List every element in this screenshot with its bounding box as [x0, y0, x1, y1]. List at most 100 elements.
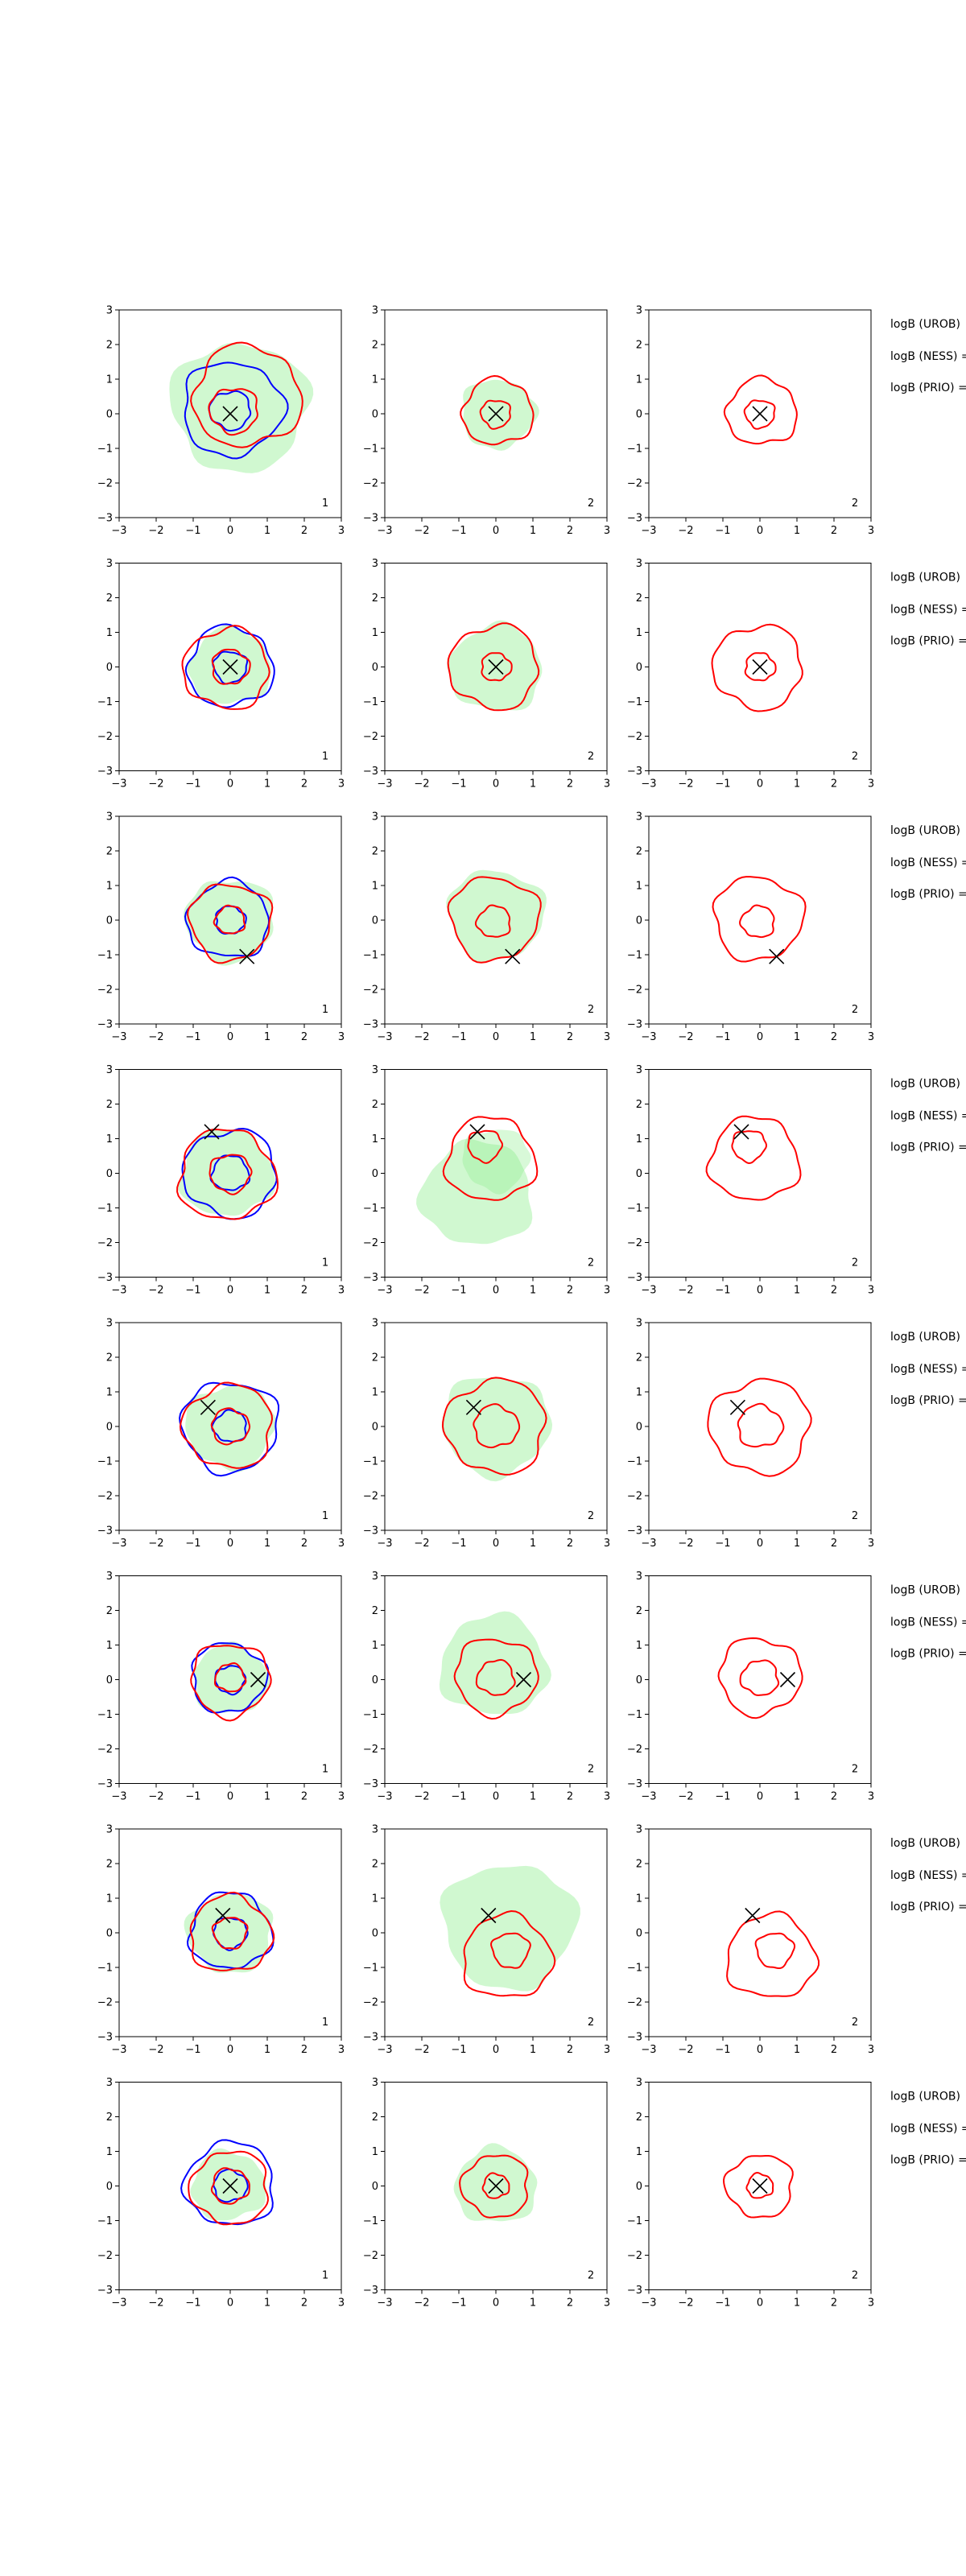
x-tick-label: −2: [414, 1791, 429, 1803]
panel-r6-c1: −3 −2 −1 0 1 2 3 −3 −2 −1 0 1 2 3 1: [97, 1571, 345, 1803]
red-contour: [447, 622, 540, 712]
x-tick-label: −2: [678, 1031, 693, 1043]
red-contour: [213, 904, 246, 935]
x-tick-label: 2: [301, 2297, 308, 2310]
x-tick-label: −2: [678, 1538, 693, 1550]
green-density-region: [169, 343, 314, 473]
y-tick-label: −1: [363, 950, 378, 962]
row-annotation: logB (UROB): [890, 824, 960, 837]
panel-corner-label: 2: [588, 1257, 594, 1269]
y-tick-label: −3: [627, 1272, 642, 1284]
x-tick-label: −1: [185, 525, 200, 537]
x-tick-label: 3: [868, 525, 874, 537]
green-density-region: [184, 881, 274, 966]
y-tick-label: −2: [627, 478, 642, 490]
y-tick-label: −1: [363, 1709, 378, 1721]
y-tick-label: 3: [636, 1064, 642, 1076]
x-tick-label: 0: [493, 1538, 499, 1550]
x-tick-label: 1: [530, 2297, 536, 2310]
plot-area: [711, 623, 803, 712]
red-contour: [475, 1658, 516, 1696]
y-tick-label: 2: [636, 340, 642, 352]
x-tick-label: 3: [868, 2297, 874, 2310]
y-tick-label: −3: [363, 2285, 378, 2297]
panel-r5-c3: −3 −2 −1 0 1 2 3 −3 −2 −1 0 1 2 3 2: [627, 1318, 874, 1550]
blue-contour: [179, 1381, 279, 1477]
red-contour: [208, 1154, 253, 1195]
x-tick-label: 0: [227, 778, 233, 791]
x-tick-label: −3: [111, 1285, 126, 1297]
panel-r1-c3: −3 −2 −1 0 1 2 3 −3 −2 −1 0 1 2 3 2: [627, 305, 874, 538]
axes-frame: [648, 1828, 872, 2037]
y-tick-label: −2: [363, 1491, 378, 1503]
y-tick-label: −2: [363, 985, 378, 997]
plot-area: [439, 1611, 551, 1720]
x-tick-label: 0: [493, 1791, 499, 1803]
x-tick-label: −2: [148, 525, 163, 537]
x-tick-label: 1: [794, 525, 800, 537]
red-contour: [739, 904, 775, 939]
y-tick-label: −1: [363, 444, 378, 456]
x-marker: [515, 1671, 532, 1688]
panel-corner-label: 1: [322, 2270, 328, 2282]
x-tick-label: 2: [831, 525, 837, 537]
row-annotation: logB (PRIO) =: [890, 635, 966, 648]
x-tick-label: −3: [641, 2297, 656, 2310]
y-tick-label: 1: [106, 881, 113, 893]
panel-corner-label: 2: [588, 1510, 594, 1522]
panel-corner-label: 2: [852, 497, 858, 510]
y-tick-label: 1: [106, 1893, 113, 1905]
y-tick-label: 0: [106, 1168, 113, 1180]
y-tick-label: −1: [97, 444, 113, 456]
red-contour: [707, 1377, 812, 1477]
y-tick-label: −3: [627, 1778, 642, 1790]
x-marker: [729, 1399, 745, 1415]
y-tick-label: −3: [627, 2032, 642, 2044]
x-tick-label: −2: [678, 1791, 693, 1803]
y-tick-label: 1: [636, 1640, 642, 1652]
red-contour: [467, 1129, 503, 1164]
x-tick-label: −1: [185, 2044, 200, 2056]
y-tick-label: 0: [106, 1674, 113, 1686]
red-contour: [711, 623, 803, 712]
x-tick-label: −2: [148, 1791, 163, 1803]
x-tick-label: −1: [185, 1791, 200, 1803]
y-tick-label: −3: [627, 1525, 642, 1538]
panel-corner-label: 2: [588, 2270, 594, 2282]
x-tick-label: 3: [604, 2297, 610, 2310]
y-tick-label: −2: [627, 1237, 642, 1249]
x-tick-label: 3: [868, 1031, 874, 1043]
red-contour: [474, 904, 511, 938]
row-annotation: logB (UROB): [890, 1837, 960, 1850]
x-tick-label: −3: [111, 1031, 126, 1043]
x-marker: [752, 658, 768, 675]
panel-corner-label: 2: [852, 751, 858, 763]
y-tick-label: −3: [97, 513, 113, 525]
x-tick-label: −2: [678, 778, 693, 791]
x-tick-label: −3: [111, 525, 126, 537]
row-annotation: logB (UROB): [890, 1584, 960, 1597]
x-tick-label: 0: [757, 1031, 763, 1043]
x-tick-label: 3: [604, 1538, 610, 1550]
panel-corner-label: 1: [322, 497, 328, 510]
panel-r4-c2: −3 −2 −1 0 1 2 3 −3 −2 −1 0 1 2 3 2: [363, 1064, 610, 1297]
y-tick-label: −3: [363, 1525, 378, 1538]
red-contour: [717, 1637, 803, 1719]
plot-area: [181, 623, 275, 710]
x-tick-label: 1: [530, 1285, 536, 1297]
x-tick-label: −2: [148, 1285, 163, 1297]
x-marker: [469, 1124, 485, 1140]
panel-r2-c2: −3 −2 −1 0 1 2 3 −3 −2 −1 0 1 2 3 2: [363, 558, 610, 791]
y-tick-label: 2: [372, 1099, 378, 1111]
y-tick-label: 3: [372, 2077, 378, 2089]
x-marker: [250, 1671, 266, 1688]
x-tick-label: 3: [338, 525, 345, 537]
y-tick-label: 1: [372, 1640, 378, 1652]
x-tick-label: 2: [301, 525, 308, 537]
panel-r7-c2: −3 −2 −1 0 1 2 3 −3 −2 −1 0 1 2 3 2: [363, 1824, 610, 2057]
red-contour: [447, 876, 542, 964]
x-tick-label: −1: [715, 1285, 730, 1297]
x-tick-label: 0: [493, 525, 499, 537]
plot-area: [184, 1891, 275, 1973]
x-tick-label: 3: [338, 778, 345, 791]
